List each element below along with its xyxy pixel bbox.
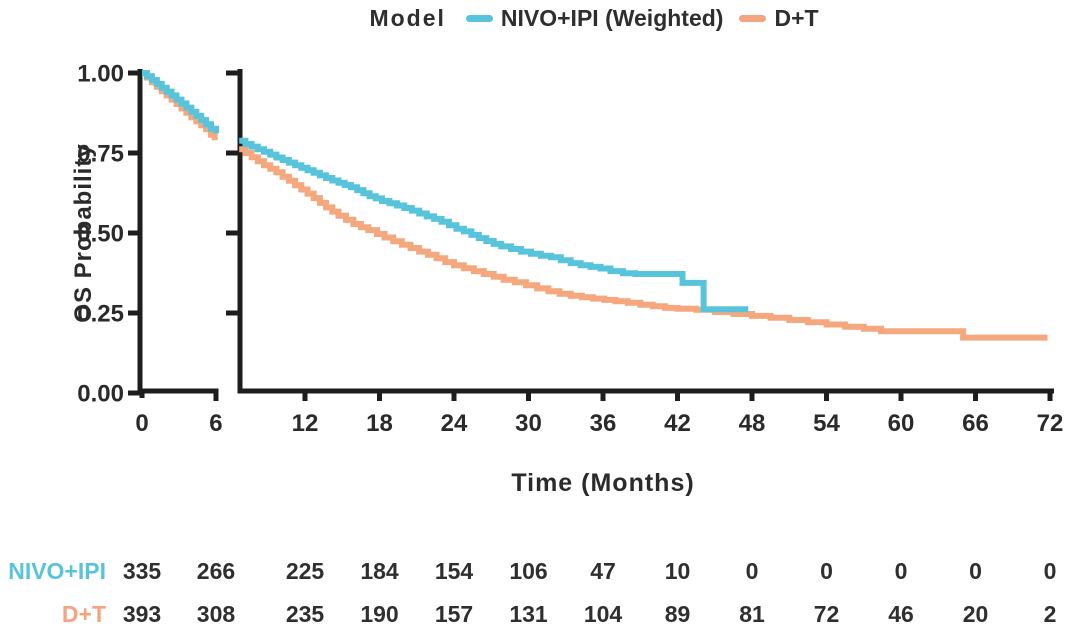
risk-cell: 190 — [360, 601, 399, 627]
x-tick-label: 36 — [590, 410, 617, 437]
y-tick-label: 0.00 — [77, 381, 124, 408]
y-tick-label: 0.25 — [77, 301, 124, 328]
y-tick-label: 0.50 — [77, 221, 124, 248]
y-tick-label: 0.75 — [77, 141, 124, 168]
x-tick-label: 6 — [209, 410, 222, 437]
risk-cell: 89 — [664, 601, 691, 627]
risk-cell: 72 — [813, 601, 840, 627]
risk-cell: 0 — [969, 558, 982, 584]
x-tick-label: 66 — [962, 410, 989, 437]
legend-line-swatch-nivo-ipi — [465, 14, 493, 22]
risk-cell: 308 — [196, 601, 236, 627]
x-tick-label: 12 — [292, 410, 319, 437]
risk-cell: 335 — [122, 558, 162, 584]
risk-cell: 266 — [196, 558, 236, 584]
risk-cell: 0 — [745, 558, 759, 584]
risk-cell: 2 — [1043, 601, 1057, 627]
x-tick-label: 24 — [441, 410, 468, 437]
legend-label-nivo-ipi: NIVO+IPI (Weighted) — [500, 4, 724, 31]
curve-nivo-ipi-weighted- — [239, 137, 749, 313]
legend-title: Model — [369, 4, 446, 31]
risk-cell: 235 — [285, 601, 325, 627]
risk-cell: 154 — [434, 558, 474, 584]
risk-cell: 0 — [820, 558, 833, 584]
legend-item-dt: D+T — [739, 4, 819, 32]
risk-cell: 184 — [360, 558, 399, 584]
risk-cell: 20 — [962, 601, 989, 627]
x-tick-label: 18 — [366, 410, 393, 437]
km-chart: 1.00 0.75 0.50 0.25 0.00 0 6 12 18 24 30 36 42 48 54 60… — [77, 61, 1064, 438]
risk-cell: 46 — [888, 601, 914, 627]
curve-nivo-ipi-weighted--pre-break — [142, 70, 219, 134]
x-tick-label: 60 — [888, 410, 915, 437]
x-tick-label: 42 — [664, 410, 691, 437]
risk-cell: 393 — [122, 601, 162, 627]
legend-line-swatch-dt — [739, 14, 767, 22]
x-tick-label: 54 — [813, 410, 840, 437]
risk-cell: 104 — [583, 601, 623, 627]
risk-row-label-d-t: D+T — [61, 601, 106, 627]
legend-label-dt: D+T — [774, 4, 819, 31]
legend-item-nivo-ipi: NIVO+IPI (Weighted) — [465, 4, 724, 32]
x-tick-label: 30 — [515, 410, 542, 437]
x-axis-title: Time (Months) — [511, 469, 695, 497]
x-tick-label: 0 — [135, 410, 148, 437]
risk-cell: 157 — [434, 601, 474, 627]
legend: Model NIVO+IPI (Weighted) D+T — [54, 3, 1080, 33]
risk-row-label-nivo-ipi: NIVO+IPI — [8, 558, 106, 584]
y-tick-label: 1.00 — [77, 61, 124, 88]
risk-cell: 81 — [739, 601, 765, 627]
risk-cell: 225 — [285, 558, 325, 584]
risk-cell: 106 — [509, 558, 548, 584]
risk-cell: 0 — [894, 558, 908, 584]
x-tick-label: 72 — [1037, 410, 1064, 437]
risk-cell: 131 — [509, 601, 548, 627]
risk-cell: 47 — [590, 558, 616, 584]
risk-cell: 0 — [1043, 558, 1057, 584]
risk-cell: 10 — [664, 558, 691, 584]
x-tick-label: 48 — [739, 410, 766, 437]
